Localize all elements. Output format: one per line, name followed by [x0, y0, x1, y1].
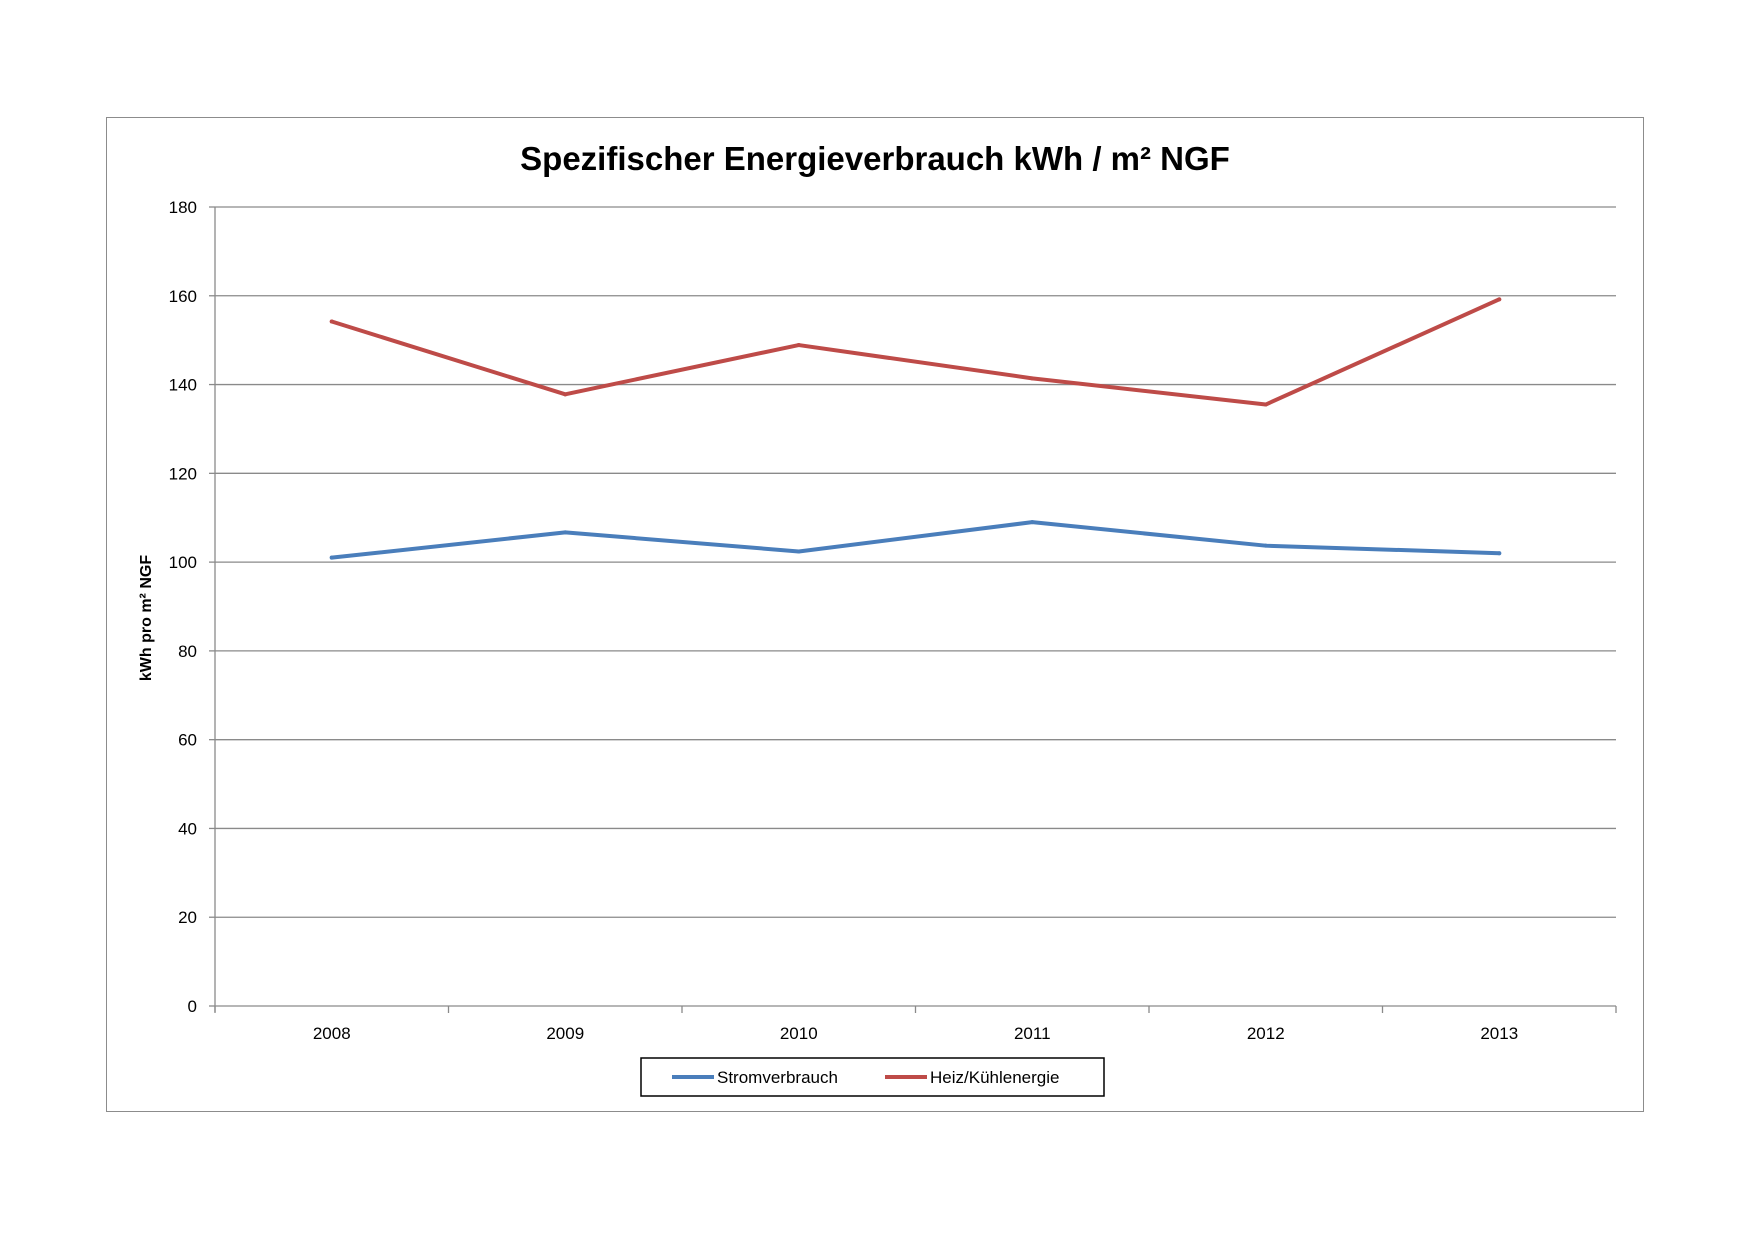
axes	[209, 206, 1617, 1013]
y-tick-label-100: 100	[169, 553, 197, 572]
x-tick-label-2011: 2011	[1014, 1024, 1051, 1043]
data-point-stromverbrauch-2013	[1497, 551, 1502, 556]
legend: Stromverbrauch Heiz/Kühlenergie	[640, 1057, 1105, 1097]
data-point-stromverbrauch-2008	[329, 555, 334, 560]
series-lines	[329, 297, 1502, 560]
y-axis-label: kWh pro m² NGF	[138, 555, 155, 681]
data-point-stromverbrauch-2011	[1030, 520, 1035, 525]
legend-label-stromverbrauch: Stromverbrauch	[717, 1068, 838, 1087]
y-tick-label-40: 40	[178, 819, 197, 838]
data-point-heiz-kuehlenergie-2012	[1263, 402, 1268, 407]
data-point-stromverbrauch-2012	[1263, 543, 1268, 548]
data-point-stromverbrauch-2009	[563, 530, 568, 535]
chart-title: Spezifischer Energieverbrauch kWh / m² N…	[520, 140, 1230, 177]
data-point-heiz-kuehlenergie-2010	[796, 343, 801, 348]
x-tick-label-2013: 2013	[1480, 1024, 1518, 1043]
x-tick-label-2009: 2009	[546, 1024, 584, 1043]
y-tick-label-140: 140	[169, 376, 197, 395]
chart-frame	[106, 117, 1644, 1112]
series-line-heiz-kuehlenergie	[329, 297, 1502, 407]
y-tick-label-80: 80	[178, 642, 197, 661]
y-tick-label-20: 20	[178, 908, 197, 927]
data-point-heiz-kuehlenergie-2009	[563, 392, 568, 397]
legend-box	[640, 1057, 1105, 1097]
y-tick-label-180: 180	[169, 198, 197, 217]
data-point-heiz-kuehlenergie-2013	[1497, 297, 1502, 302]
x-tick-label-2012: 2012	[1247, 1024, 1285, 1043]
data-point-heiz-kuehlenergie-2008	[329, 319, 334, 324]
gridlines	[215, 206, 1616, 918]
y-tick-label-0: 0	[188, 997, 197, 1016]
data-point-stromverbrauch-2010	[796, 549, 801, 554]
tick-labels: 0 20 40 60 80 100 120 140 160 180 2008 2009 2010 2011…	[169, 198, 1519, 1043]
series-line-stromverbrauch	[329, 520, 1502, 560]
y-tick-label-60: 60	[178, 731, 197, 750]
x-tick-label-2008: 2008	[313, 1024, 351, 1043]
data-point-heiz-kuehlenergie-2011	[1030, 376, 1035, 381]
x-tick-label-2010: 2010	[780, 1024, 818, 1043]
y-tick-label-160: 160	[169, 287, 197, 306]
legend-label-heiz-kuehlenergie: Heiz/Kühlenergie	[930, 1068, 1059, 1087]
y-tick-label-120: 120	[169, 464, 197, 483]
